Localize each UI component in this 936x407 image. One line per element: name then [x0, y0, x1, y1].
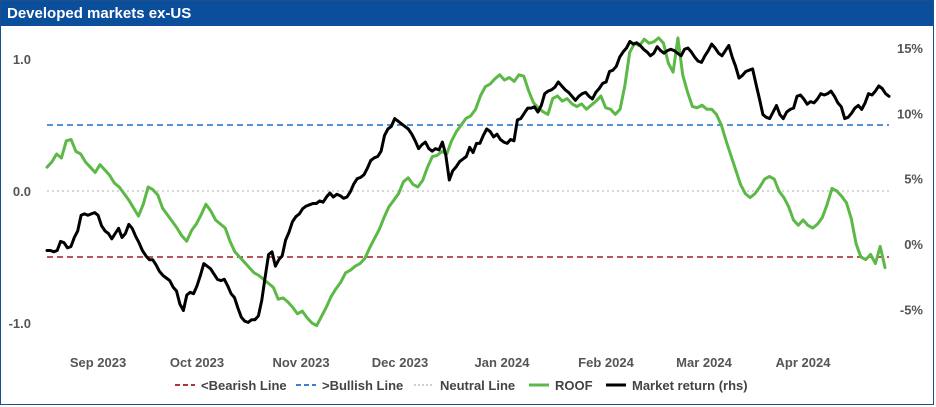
legend-label: Neutral Line — [440, 378, 515, 393]
series-line-roof — [45, 36, 887, 328]
y-right-tick-label: 10% — [897, 106, 923, 121]
series-line-market-return — [45, 40, 891, 324]
x-tick-label: Dec 2023 — [372, 355, 428, 370]
y-right-tick-label: 0% — [904, 237, 923, 252]
x-tick-label: Jan 2024 — [475, 355, 531, 370]
chart-title: Developed markets ex-US — [7, 5, 192, 22]
y-left-tick-label: 1.0 — [13, 52, 31, 67]
legend-label: Market return (rhs) — [632, 378, 748, 393]
y-right-tick-label: 15% — [897, 41, 923, 56]
x-tick-label: Feb 2024 — [578, 355, 634, 370]
y-left-tick-label: 0.0 — [13, 184, 31, 199]
legend-label: >Bullish Line — [322, 378, 403, 393]
y-left-tick-label: -1.0 — [9, 316, 31, 331]
y-right-tick-label: 5% — [904, 172, 923, 187]
legend-label: ROOF — [555, 378, 593, 393]
title-bar: Developed markets ex-US — [1, 1, 933, 26]
x-tick-label: Apr 2024 — [776, 355, 832, 370]
legend-label: <Bearish Line — [201, 378, 287, 393]
x-tick-label: Oct 2023 — [170, 355, 224, 370]
x-tick-label: Mar 2024 — [676, 355, 732, 370]
x-tick-label: Nov 2023 — [272, 355, 329, 370]
y-right-tick-label: -5% — [900, 302, 924, 317]
x-tick-label: Sep 2023 — [70, 355, 126, 370]
